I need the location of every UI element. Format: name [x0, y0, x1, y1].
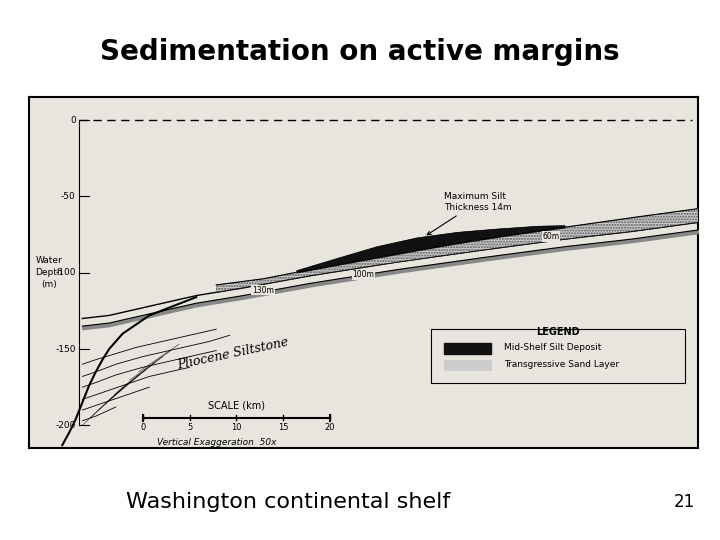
- Text: 0: 0: [70, 116, 76, 125]
- Text: 0: 0: [140, 423, 145, 432]
- Text: Vertical Exaggeration  50x: Vertical Exaggeration 50x: [156, 437, 276, 447]
- Text: Transgressive Sand Layer: Transgressive Sand Layer: [504, 360, 619, 369]
- Text: 20: 20: [325, 423, 336, 432]
- Text: Mid-Shelf Silt Deposit: Mid-Shelf Silt Deposit: [504, 343, 602, 352]
- Text: Sedimentation on active margins: Sedimentation on active margins: [100, 38, 620, 66]
- Text: Maximum Silt
Thickness 14m: Maximum Silt Thickness 14m: [427, 192, 512, 235]
- Text: 5: 5: [187, 423, 192, 432]
- Text: Pliocene Siltstone: Pliocene Siltstone: [176, 335, 290, 372]
- Text: -200: -200: [55, 421, 76, 430]
- Text: 15: 15: [278, 423, 289, 432]
- Text: LEGEND: LEGEND: [536, 327, 580, 338]
- Text: Water
Depth
(m): Water Depth (m): [35, 256, 63, 289]
- Text: 21: 21: [673, 493, 695, 511]
- Text: 60m: 60m: [543, 232, 559, 241]
- Text: Washington continental shelf: Washington continental shelf: [126, 492, 450, 512]
- Bar: [431, 329, 685, 382]
- Text: 100m: 100m: [353, 271, 374, 279]
- Bar: [444, 343, 491, 354]
- Text: -150: -150: [55, 345, 76, 354]
- Bar: [444, 360, 491, 370]
- Text: 10: 10: [231, 423, 242, 432]
- Text: -50: -50: [61, 192, 76, 201]
- Text: SCALE (km): SCALE (km): [208, 401, 265, 411]
- Text: 130m: 130m: [252, 286, 274, 294]
- Text: -100: -100: [55, 268, 76, 277]
